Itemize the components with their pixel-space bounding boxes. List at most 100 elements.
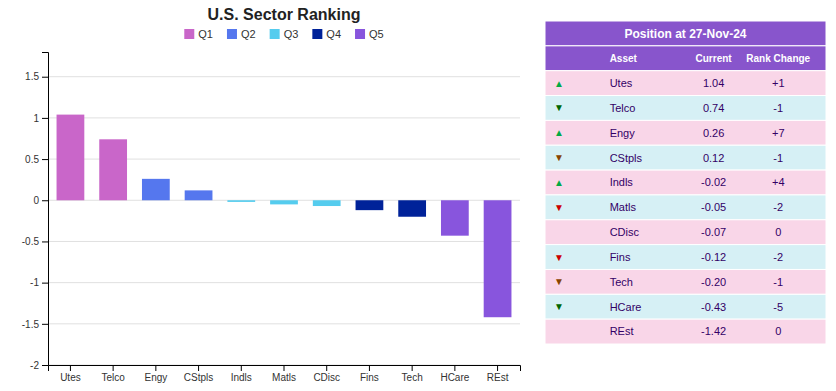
table-column-header: Asset	[610, 53, 638, 64]
table-arrow: ▲	[554, 127, 564, 138]
table-arrow: ▲	[554, 78, 564, 89]
y-tick: 1.5	[25, 71, 48, 82]
table-arrow: ▼	[554, 102, 564, 113]
table-cell: -5	[773, 301, 783, 313]
table-column-header: Current	[696, 53, 733, 64]
table-cell: CDisc	[610, 226, 640, 238]
table-cell: Indls	[610, 176, 634, 188]
x-axis: UtesTelcoEngyCStplsIndlsMatlsCDiscFinsTe…	[49, 365, 521, 383]
table-cell: +1	[772, 77, 785, 89]
grid-line	[48, 282, 520, 283]
y-tick-mark	[42, 200, 48, 201]
legend-swatch	[355, 29, 365, 39]
table-cell: Engy	[610, 127, 636, 139]
table-cell: -1	[773, 276, 783, 288]
y-tick-label: 0.5	[25, 154, 39, 165]
table-cell: -1	[773, 102, 783, 114]
legend-item: Q5	[355, 28, 384, 40]
table: Position at 27-Nov-24 Asset Current Rank Ch…	[545, 21, 826, 344]
table-arrow: ▼	[554, 152, 564, 163]
y-tick: 1	[33, 113, 48, 124]
table-cell: +7	[772, 127, 785, 139]
table-title: Position at 27-Nov-24	[624, 27, 746, 41]
x-tick-mark	[155, 365, 156, 371]
table-cell: -2	[773, 201, 783, 213]
table-arrow: ▲	[554, 177, 564, 188]
bar	[57, 115, 85, 201]
y-tick: -1	[30, 277, 48, 288]
legend: Q1Q2Q3Q4Q5	[184, 28, 383, 40]
x-tick-label: CDisc	[313, 372, 340, 383]
bar	[356, 200, 384, 210]
y-tick: -1.5	[22, 319, 48, 330]
table-cell: -0.20	[701, 276, 726, 288]
x-tick-mark	[369, 365, 370, 371]
x-tick: HCare	[440, 365, 469, 383]
y-tick-mark	[42, 118, 48, 119]
x-tick: Matls	[272, 365, 296, 383]
bar	[185, 190, 213, 200]
y-tick-mark	[42, 77, 48, 78]
y-tick-label: -0.5	[22, 236, 40, 247]
table-column-header: Rank Change	[746, 53, 810, 64]
bar-chart: -2-1.5-1-0.500.511.5UtesTelcoEngyCStplsI…	[22, 53, 521, 384]
y-tick-label: -1.5	[22, 319, 40, 330]
legend-item: Q2	[227, 28, 256, 40]
table-cell: 0.12	[703, 152, 724, 164]
y-tick: 0	[33, 195, 48, 206]
table-cell: HCare	[610, 301, 642, 313]
table-cell: 0	[775, 226, 781, 238]
table-cell: -0.43	[701, 301, 726, 313]
bar	[398, 200, 426, 216]
table-row-bg	[545, 245, 826, 270]
table-row-bg	[545, 319, 826, 344]
table-cell: CStpls	[610, 152, 643, 164]
x-tick-label: CStpls	[184, 372, 213, 383]
table-row-bg	[545, 195, 826, 220]
table-cell: Telco	[610, 102, 636, 114]
table-cell: -0.05	[701, 201, 726, 213]
bar	[441, 200, 469, 235]
legend-swatch	[270, 29, 280, 39]
x-tick-mark	[326, 365, 327, 371]
x-tick: Telco	[101, 365, 125, 383]
y-tick-label: -2	[30, 360, 39, 371]
y-tick-label: 1	[33, 113, 39, 124]
table-cell: Fins	[610, 251, 631, 263]
table-cell: Utes	[610, 77, 633, 89]
legend-label: Q5	[369, 28, 384, 40]
table-cell: 0	[775, 325, 781, 337]
grid-line	[48, 323, 520, 324]
table-cell: -0.07	[701, 226, 726, 238]
legend-label: Q4	[326, 28, 341, 40]
bar	[270, 200, 298, 204]
table-row-bg	[545, 294, 826, 319]
table-arrow: ▼	[554, 252, 564, 263]
y-tick: -2	[30, 360, 48, 371]
x-tick: Fins	[360, 365, 379, 383]
x-tick-label: Telco	[101, 372, 125, 383]
table-arrow: ▼	[554, 276, 564, 287]
legend-item: Q3	[270, 28, 299, 40]
y-tick-mark	[42, 283, 48, 284]
table-arrow: ▼	[554, 202, 564, 213]
x-tick-label: Matls	[272, 372, 296, 383]
x-tick-mark	[497, 365, 498, 371]
table-cell: +4	[772, 176, 785, 188]
y-tick: 0.5	[25, 154, 48, 165]
x-tick-label: Fins	[360, 372, 379, 383]
x-tick: Indls	[231, 365, 252, 383]
legend-swatch	[184, 29, 194, 39]
grid-line	[48, 76, 520, 77]
title: U.S. Sector Ranking	[208, 6, 361, 23]
legend-item: Q4	[312, 28, 341, 40]
bar	[142, 179, 170, 200]
table-cell: -1.42	[701, 325, 726, 337]
table-row-bg	[545, 170, 826, 195]
x-tick-mark	[241, 365, 242, 371]
table-cell: Tech	[610, 276, 633, 288]
table-cell: -1	[773, 152, 783, 164]
bar	[484, 200, 512, 317]
y-tick: -0.5	[22, 236, 48, 247]
table-cell: -0.02	[701, 176, 726, 188]
